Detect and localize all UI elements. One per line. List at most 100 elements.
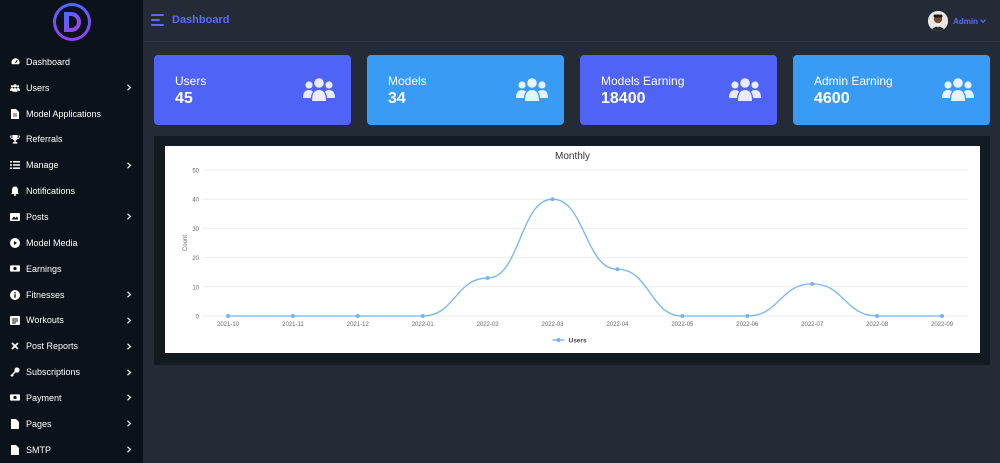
legend-label: Users bbox=[569, 338, 587, 345]
sidebar-item-label: Manage bbox=[26, 160, 59, 171]
users-group-icon bbox=[942, 78, 974, 101]
chevron-right-icon bbox=[125, 316, 133, 324]
x-tick-label: 2022-06 bbox=[736, 322, 759, 328]
sidebar-item-label: Post Reports bbox=[26, 341, 79, 352]
y-tick-label: 10 bbox=[192, 285, 199, 291]
sidebar-item-post-reports[interactable]: Post Reports bbox=[0, 333, 143, 359]
sidebar-nav: Dashboard Users Model Applications Referral… bbox=[0, 49, 143, 463]
stat-card-admin-earning[interactable]: Admin Earning 4600 bbox=[793, 55, 990, 125]
sidebar-item-model-media[interactable]: Model Media bbox=[0, 230, 143, 256]
stat-card-label: Admin Earning bbox=[814, 74, 893, 88]
x-icon bbox=[10, 341, 20, 351]
data-point bbox=[355, 314, 360, 318]
x-tick-label: 2021-12 bbox=[347, 322, 370, 328]
sidebar-item-label: Referrals bbox=[26, 134, 63, 145]
page-title: Dashboard bbox=[172, 14, 230, 26]
x-tick-label: 2022-04 bbox=[606, 322, 629, 328]
user-name[interactable]: Admin bbox=[953, 16, 978, 26]
sidebar-item-label: Posts bbox=[26, 211, 49, 222]
chart-panel: Monthly 0 10 20 30 40 50 Count 2021-10 2021-11 202… bbox=[154, 136, 990, 365]
chart-svg: Monthly 0 10 20 30 40 50 Count 2021-10 2021-11 202… bbox=[183, 151, 968, 345]
stat-card-label: Users bbox=[175, 74, 207, 88]
data-point bbox=[226, 314, 230, 318]
x-tick-label: 2022-05 bbox=[671, 322, 694, 328]
play-icon bbox=[10, 237, 20, 248]
chevron-right-icon bbox=[125, 84, 133, 92]
stat-card-models-earning[interactable]: Models Earning 18400 bbox=[580, 55, 777, 125]
monthly-chart: Monthly 0 10 20 30 40 50 Count 2021-10 2021-11 202… bbox=[165, 146, 980, 353]
y-axis-label: Count bbox=[183, 235, 189, 251]
page-icon bbox=[10, 418, 20, 429]
sidebar-item-label: SMTP bbox=[26, 444, 52, 455]
x-tick-label: 2021-11 bbox=[282, 322, 304, 328]
users-icon bbox=[10, 83, 20, 93]
x-tick-label: 2022-02 bbox=[477, 322, 500, 328]
y-tick-label: 0 bbox=[196, 315, 200, 321]
y-tick-label: 50 bbox=[192, 169, 199, 175]
data-point bbox=[680, 314, 685, 318]
sidebar-item-pages[interactable]: Pages bbox=[0, 411, 143, 437]
sidebar-item-label: Workouts bbox=[26, 315, 64, 326]
sidebar-item-subscriptions[interactable]: Subscriptions bbox=[0, 359, 143, 385]
sidebar-item-earnings[interactable]: Earnings bbox=[0, 256, 143, 282]
chevron-right-icon bbox=[125, 394, 133, 402]
data-point bbox=[745, 314, 750, 318]
x-tick-label: 2021-10 bbox=[217, 322, 240, 328]
chevron-right-icon bbox=[125, 161, 133, 169]
data-point bbox=[940, 314, 944, 318]
sidebar-item-payment[interactable]: Payment bbox=[0, 385, 143, 411]
user-menu[interactable]: Admin bbox=[928, 11, 986, 31]
y-tick-label: 30 bbox=[192, 227, 199, 233]
sidebar-item-label: Users bbox=[26, 82, 50, 93]
sidebar-item-referrals[interactable]: Referrals bbox=[0, 127, 143, 153]
sidebar-item-fitnesses[interactable]: Fitnesses bbox=[0, 282, 143, 308]
stat-card-models[interactable]: Models 34 bbox=[367, 55, 564, 125]
trophy-icon bbox=[10, 134, 20, 144]
sidebar-item-label: Subscriptions bbox=[26, 367, 81, 378]
app-logo[interactable] bbox=[53, 3, 91, 41]
chevron-right-icon bbox=[125, 291, 133, 299]
users-group-icon bbox=[303, 78, 335, 101]
x-tick-label: 2022-07 bbox=[801, 322, 824, 328]
page-icon bbox=[10, 444, 20, 455]
stat-card-label: Models bbox=[388, 74, 427, 88]
x-tick-label: 2022-03 bbox=[542, 322, 565, 328]
sidebar-item-users[interactable]: Users bbox=[0, 75, 143, 101]
y-tick-label: 20 bbox=[192, 256, 199, 262]
money-icon bbox=[10, 393, 20, 403]
image-icon bbox=[10, 212, 20, 222]
sidebar-item-smtp[interactable]: SMTP bbox=[0, 437, 143, 463]
data-point bbox=[875, 314, 880, 318]
sidebar-item-model-applications[interactable]: Model Applications bbox=[0, 101, 143, 127]
sidebar: Dashboard Users Model Applications Referral… bbox=[0, 0, 143, 463]
data-point bbox=[485, 276, 490, 281]
chevron-right-icon bbox=[125, 342, 133, 350]
dashboard-icon bbox=[10, 57, 20, 67]
data-point bbox=[290, 314, 295, 318]
chevron-down-icon[interactable] bbox=[980, 18, 986, 24]
logo-d-icon bbox=[64, 12, 81, 32]
info-icon bbox=[10, 289, 20, 300]
y-tick-label: 40 bbox=[192, 198, 199, 204]
chevron-right-icon bbox=[125, 368, 133, 376]
chevron-right-icon bbox=[125, 213, 133, 221]
menu-toggle-icon[interactable] bbox=[151, 14, 164, 26]
topbar: Dashboard Admin bbox=[143, 0, 1000, 42]
sidebar-item-label: Model Media bbox=[26, 237, 78, 248]
chevron-right-icon bbox=[125, 446, 133, 454]
sidebar-item-workouts[interactable]: Workouts bbox=[0, 307, 143, 333]
x-tick-label: 2022-09 bbox=[931, 322, 954, 328]
sidebar-item-label: Pages bbox=[26, 418, 52, 429]
sidebar-item-notifications[interactable]: Notifications bbox=[0, 178, 143, 204]
chart-title: Monthly bbox=[555, 151, 590, 162]
stat-card-users[interactable]: Users 45 bbox=[154, 55, 351, 125]
sidebar-item-dashboard[interactable]: Dashboard bbox=[0, 49, 143, 75]
data-point bbox=[550, 197, 555, 202]
sidebar-item-manage[interactable]: Manage bbox=[0, 152, 143, 178]
key-icon bbox=[10, 367, 20, 377]
avatar[interactable] bbox=[928, 11, 949, 31]
x-tick-label: 2022-08 bbox=[866, 322, 889, 328]
sidebar-item-label: Fitnesses bbox=[26, 289, 65, 300]
stat-card-value: 4600 bbox=[814, 90, 850, 107]
sidebar-item-posts[interactable]: Posts bbox=[0, 204, 143, 230]
